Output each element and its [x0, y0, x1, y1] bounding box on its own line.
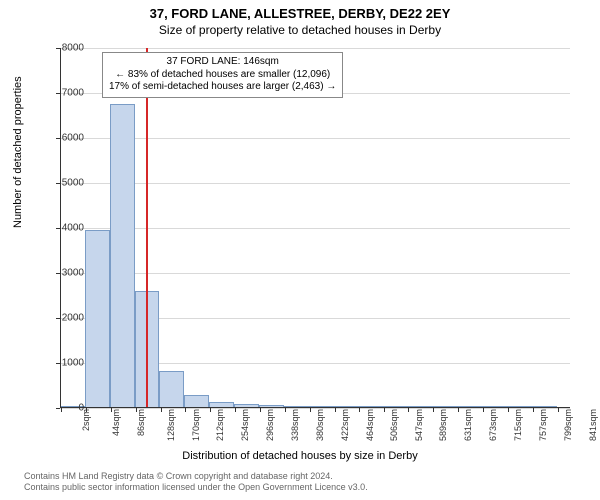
x-tick-mark — [185, 408, 186, 412]
x-tick-label: 547sqm — [414, 409, 424, 441]
footer-line1: Contains HM Land Registry data © Crown c… — [24, 471, 368, 483]
x-tick-label: 86sqm — [136, 409, 146, 436]
x-tick-mark — [310, 408, 311, 412]
x-tick-mark — [335, 408, 336, 412]
x-tick-label: 673sqm — [488, 409, 498, 441]
x-tick-mark — [359, 408, 360, 412]
y-tick-label: 2000 — [44, 313, 84, 324]
y-tick-label: 6000 — [44, 133, 84, 144]
y-axis-title: Number of detached properties — [12, 76, 24, 228]
x-tick-label: 589sqm — [439, 409, 449, 441]
footer-attribution: Contains HM Land Registry data © Crown c… — [24, 471, 368, 494]
x-tick-label: 841sqm — [588, 409, 598, 441]
chart-subtitle: Size of property relative to detached ho… — [0, 23, 600, 39]
x-tick-label: 506sqm — [389, 409, 399, 441]
x-tick-label: 799sqm — [563, 409, 573, 441]
x-tick-label: 380sqm — [315, 409, 325, 441]
x-tick-mark — [483, 408, 484, 412]
x-tick-label: 212sqm — [215, 409, 225, 441]
x-tick-mark — [408, 408, 409, 412]
x-tick-mark — [508, 408, 509, 412]
x-tick-mark — [260, 408, 261, 412]
annotation-box: 37 FORD LANE: 146sqm ← 83% of detached h… — [102, 52, 343, 98]
x-tick-mark — [235, 408, 236, 412]
x-tick-label: 338sqm — [290, 409, 300, 441]
x-tick-label: 422sqm — [340, 409, 350, 441]
x-tick-label: 44sqm — [111, 409, 121, 436]
chart-title: 37, FORD LANE, ALLESTREE, DERBY, DE22 2E… — [0, 0, 600, 23]
y-tick-label: 8000 — [44, 43, 84, 54]
y-tick-label: 7000 — [44, 88, 84, 99]
x-tick-label: 254sqm — [240, 409, 250, 441]
y-tick-label: 4000 — [44, 223, 84, 234]
x-tick-mark — [533, 408, 534, 412]
annotation-line2: ← 83% of detached houses are smaller (12… — [109, 69, 336, 82]
y-tick-label: 1000 — [44, 358, 84, 369]
x-tick-label: 170sqm — [191, 409, 201, 441]
x-tick-mark — [558, 408, 559, 412]
x-tick-mark — [111, 408, 112, 412]
histogram-bar — [159, 371, 184, 408]
x-axis-title: Distribution of detached houses by size … — [0, 450, 600, 462]
x-tick-mark — [86, 408, 87, 412]
x-tick-label: 631sqm — [463, 409, 473, 441]
footer-line2: Contains public sector information licen… — [24, 482, 368, 494]
y-tick-label: 5000 — [44, 178, 84, 189]
x-tick-label: 464sqm — [365, 409, 375, 441]
annotation-line1: 37 FORD LANE: 146sqm — [109, 56, 336, 69]
y-tick-label: 3000 — [44, 268, 84, 279]
x-tick-mark — [458, 408, 459, 412]
x-tick-mark — [210, 408, 211, 412]
x-tick-mark — [136, 408, 137, 412]
y-tick-label: 0 — [44, 403, 84, 414]
histogram-bar — [110, 104, 135, 408]
histogram-bar — [85, 230, 110, 408]
chart-plot-area: 2sqm44sqm86sqm128sqm170sqm212sqm254sqm29… — [60, 48, 570, 408]
x-tick-label: 128sqm — [166, 409, 176, 441]
annotation-line3: 17% of semi-detached houses are larger (… — [109, 81, 336, 94]
x-tick-mark — [384, 408, 385, 412]
reference-line — [146, 48, 148, 408]
x-tick-mark — [285, 408, 286, 412]
x-tick-mark — [433, 408, 434, 412]
x-tick-label: 757sqm — [538, 409, 548, 441]
x-tick-label: 296sqm — [265, 409, 275, 441]
x-tick-label: 715sqm — [513, 409, 523, 441]
x-tick-mark — [161, 408, 162, 412]
